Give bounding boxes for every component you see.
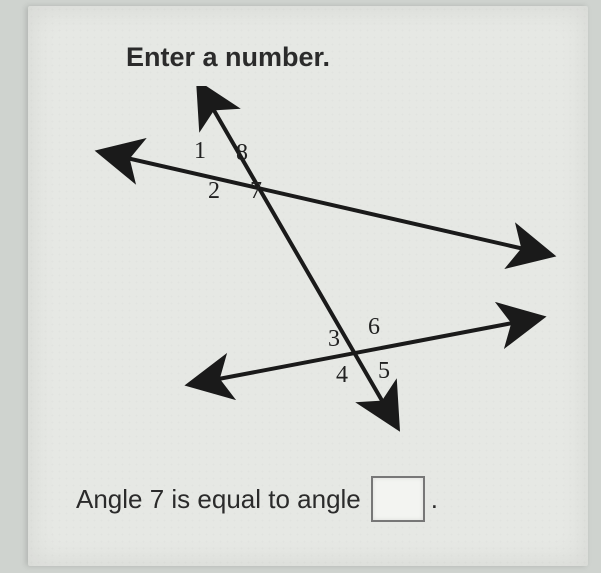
- angle-diagram: 18273645: [78, 86, 558, 436]
- question-period: .: [431, 484, 438, 515]
- line-a: [118, 156, 533, 251]
- angle-label-7: 7: [250, 178, 262, 205]
- angle-label-5: 5: [378, 358, 390, 385]
- angle-label-2: 2: [208, 178, 220, 205]
- question-text: Angle 7 is equal to angle: [76, 484, 361, 515]
- angle-label-3: 3: [328, 326, 340, 353]
- angle-label-1: 1: [194, 138, 206, 165]
- angle-label-4: 4: [336, 362, 348, 389]
- angle-label-6: 6: [368, 314, 380, 341]
- diagram-svg: [78, 86, 558, 436]
- prompt-heading: Enter a number.: [126, 42, 330, 73]
- answer-input[interactable]: [371, 476, 425, 522]
- angle-label-8: 8: [236, 140, 248, 167]
- question-row: Angle 7 is equal to angle .: [76, 476, 438, 522]
- worksheet-paper: Enter a number. 18273645 Angle 7 is equa…: [28, 6, 588, 566]
